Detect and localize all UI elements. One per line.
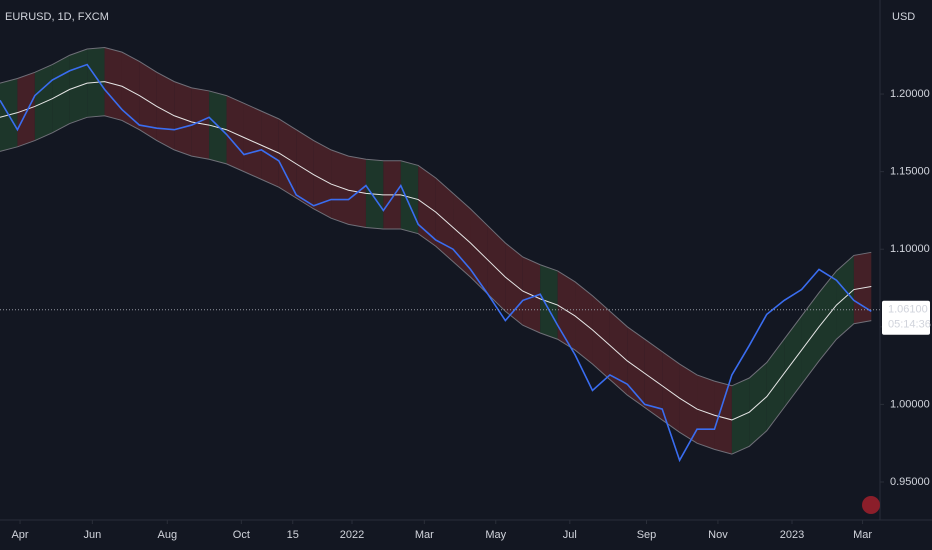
x-tick-label: 15 <box>287 529 299 541</box>
currency: USD <box>892 11 915 23</box>
flag-icon[interactable] <box>862 496 880 514</box>
x-tick-label: Nov <box>708 529 728 541</box>
price-line <box>0 63 872 463</box>
countdown-label: 05:14:36 <box>888 319 931 331</box>
y-tick-label: 1.00000 <box>890 398 930 410</box>
x-tick-label: Apr <box>11 529 28 541</box>
x-tick-label: Jun <box>83 529 101 541</box>
x-tick-label: Sep <box>637 529 657 541</box>
x-tick-label: Jul <box>563 529 577 541</box>
x-tick-label: Oct <box>233 529 250 541</box>
lower-band <box>0 115 872 455</box>
x-tick-label: 2023 <box>780 529 804 541</box>
chart-title: EURUSD, 1D, FXCM <box>5 11 109 23</box>
y-tick-label: 1.20000 <box>890 88 930 100</box>
y-tick-label: 0.95000 <box>890 476 930 488</box>
y-tick-label: 1.10000 <box>890 243 930 255</box>
x-tick-label: 2022 <box>340 529 364 541</box>
upper-band <box>0 46 872 387</box>
y-tick-label: 1.15000 <box>890 166 930 178</box>
basis-line <box>0 81 872 421</box>
x-tick-label: Mar <box>415 529 434 541</box>
last-price-box <box>882 300 930 335</box>
last-price-label: 1.06100 <box>888 304 928 316</box>
x-tick-label: May <box>485 529 506 541</box>
x-tick-label: Mar <box>853 529 872 541</box>
x-tick-label: Aug <box>157 529 177 541</box>
